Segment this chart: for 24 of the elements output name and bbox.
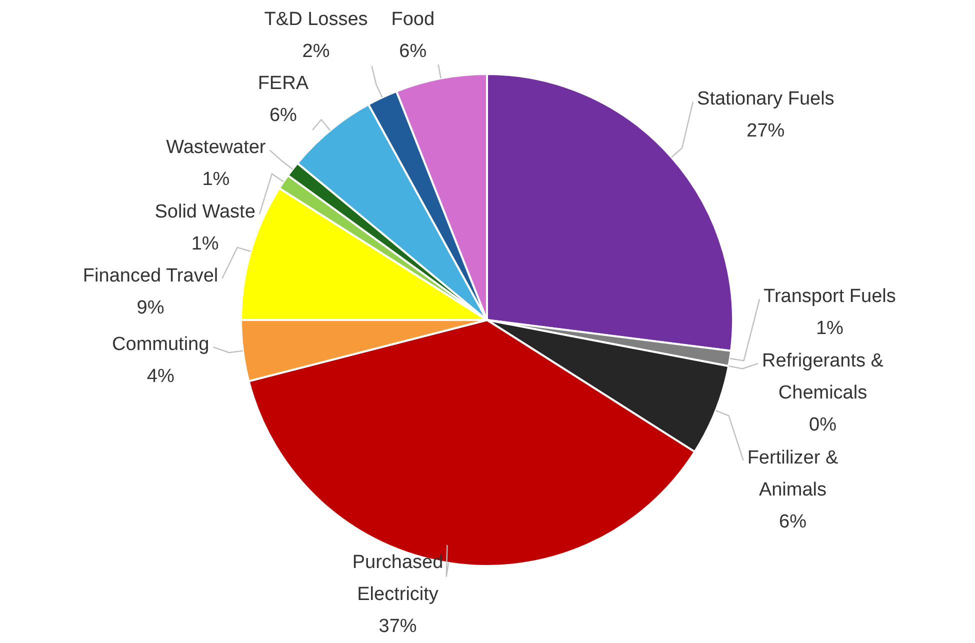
data-label: 1%	[191, 233, 219, 254]
slice-label: Stationary Fuels	[697, 88, 834, 110]
data-label: 4%	[146, 366, 174, 388]
data-label: 2%	[302, 41, 330, 62]
data-label: 37%	[378, 616, 417, 637]
slice-label: Financed Travel	[82, 266, 218, 287]
slice-label: Fertilizer & Animals	[747, 447, 838, 500]
data-label: 1%	[816, 318, 844, 340]
text: 0%	[809, 414, 836, 436]
slice-label: Transport Fuels	[764, 286, 896, 308]
slice-label: Wastewater	[166, 137, 266, 158]
data-label: 1%	[202, 169, 230, 190]
slice-label: Commuting	[112, 334, 210, 356]
legend-label: Refrigerants & Chemicals	[762, 350, 884, 404]
slice-label: Purchased Electricity	[352, 552, 444, 605]
data-label: 6%	[779, 511, 807, 532]
data-label: 6%	[399, 41, 427, 62]
slice-label: Solid Waste	[154, 201, 256, 222]
slice-label: FERA	[258, 73, 309, 94]
slice-label: Food	[391, 9, 435, 30]
data-label: 9%	[136, 298, 164, 319]
data-label: 6%	[269, 105, 298, 126]
data-label: 27%	[746, 120, 785, 142]
slice-label: T&D Losses	[264, 9, 368, 30]
